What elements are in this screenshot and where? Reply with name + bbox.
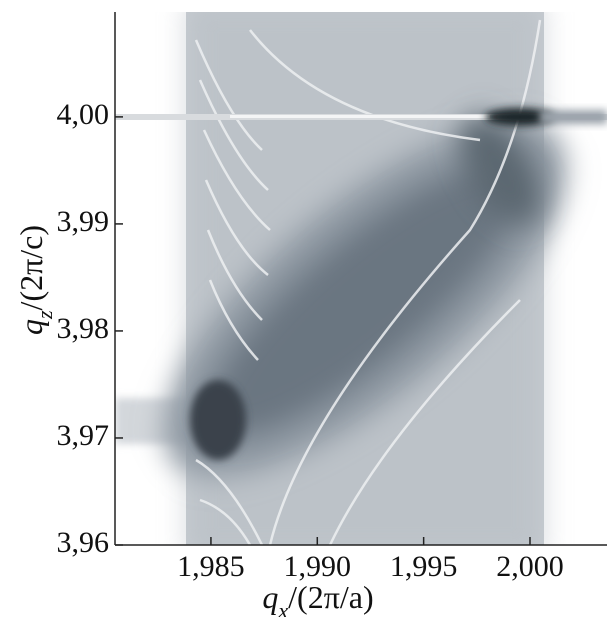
y-tick-label: 3,96 [57,526,110,559]
x-label-symbol: q [262,579,278,615]
y-label-rest: /(2π/c) [13,225,49,310]
y-label-subscript: z [32,310,57,320]
x-label-subscript: x [277,598,288,617]
x-axis-label: qx/(2π/a) [262,579,373,617]
x-tick-label: 1,990 [284,550,352,583]
y-tick-label: 4,00 [57,98,110,131]
x-tick-label: 1,995 [390,550,458,583]
y-tick-label: 3,98 [57,312,110,345]
x-tick-label: 2,000 [496,550,564,583]
intensity-map [115,12,607,545]
y-tick-label: 3,97 [57,419,110,452]
y-label-symbol: q [13,319,49,335]
x-tick-label: 1,985 [177,550,245,583]
x-label-rest: /(2π/a) [288,579,373,615]
y-tick-label: 3,99 [57,205,110,238]
y-axis-label: qz/(2π/c) [13,225,57,335]
